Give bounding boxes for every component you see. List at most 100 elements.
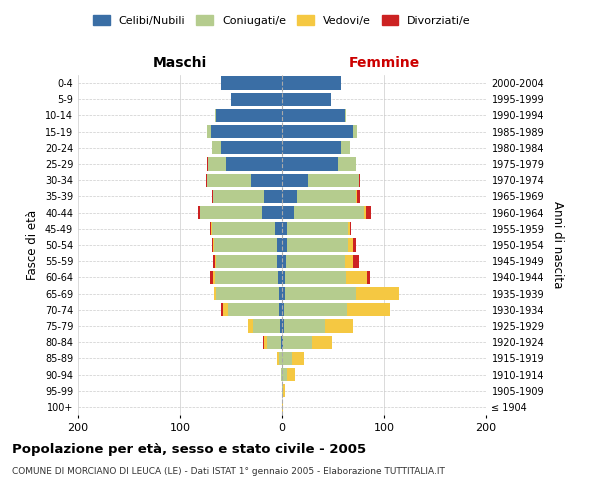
Bar	[212, 254, 282, 268]
Bar	[215, 270, 282, 284]
Bar	[216, 287, 282, 300]
Bar	[282, 125, 358, 138]
Bar	[282, 352, 304, 365]
Bar	[282, 158, 356, 170]
Bar	[277, 238, 282, 252]
Bar	[211, 125, 282, 138]
Bar	[282, 287, 400, 300]
Bar	[215, 109, 282, 122]
Bar	[275, 222, 282, 235]
Bar	[211, 222, 282, 235]
Bar	[282, 368, 295, 381]
Bar	[282, 287, 400, 300]
Bar	[282, 222, 352, 235]
Bar	[282, 320, 325, 332]
Bar	[282, 352, 304, 365]
Bar	[282, 206, 364, 220]
Bar	[282, 400, 283, 413]
Bar	[216, 109, 282, 122]
Bar	[282, 76, 341, 90]
Legend: Celibi/Nubili, Coniugati/e, Vedovi/e, Divorziati/e: Celibi/Nubili, Coniugati/e, Vedovi/e, Di…	[89, 10, 475, 30]
Bar	[212, 190, 282, 203]
Bar	[282, 336, 332, 349]
Bar	[214, 238, 282, 252]
Bar	[282, 109, 346, 122]
Bar	[200, 206, 282, 220]
Bar	[282, 400, 283, 413]
Bar	[282, 222, 350, 235]
Bar	[215, 109, 282, 122]
Bar	[216, 254, 282, 268]
Bar	[282, 254, 353, 268]
Bar	[208, 158, 282, 170]
Bar	[282, 190, 356, 203]
Bar	[282, 141, 341, 154]
Bar	[282, 174, 359, 187]
Bar	[263, 336, 282, 349]
Bar	[282, 125, 353, 138]
Bar	[282, 270, 285, 284]
Bar	[212, 238, 282, 252]
Bar	[282, 222, 348, 235]
Bar	[277, 352, 282, 365]
Bar	[282, 320, 284, 332]
Bar	[278, 270, 282, 284]
Bar	[282, 254, 345, 268]
Bar	[282, 190, 298, 203]
Bar	[231, 92, 282, 106]
Bar	[214, 287, 282, 300]
Bar	[282, 92, 331, 106]
Bar	[231, 92, 282, 106]
Bar	[282, 158, 356, 170]
Text: Maschi: Maschi	[153, 56, 207, 70]
Bar	[212, 222, 282, 235]
Bar	[282, 384, 285, 398]
Bar	[199, 206, 282, 220]
Bar	[282, 238, 356, 252]
Bar	[231, 92, 282, 106]
Bar	[282, 141, 350, 154]
Bar	[282, 384, 283, 398]
Bar	[206, 174, 282, 187]
Bar	[282, 320, 353, 332]
Bar	[215, 254, 282, 268]
Bar	[212, 238, 282, 252]
Bar	[281, 336, 282, 349]
Text: Popolazione per età, sesso e stato civile - 2005: Popolazione per età, sesso e stato civil…	[12, 442, 366, 456]
Bar	[221, 76, 282, 90]
Bar	[221, 76, 282, 90]
Bar	[212, 141, 282, 154]
Bar	[209, 270, 282, 284]
Bar	[253, 320, 282, 332]
Bar	[282, 368, 295, 381]
Bar	[215, 109, 282, 122]
Bar	[282, 254, 286, 268]
Bar	[277, 352, 282, 365]
Bar	[282, 109, 346, 122]
Bar	[214, 287, 282, 300]
Bar	[282, 287, 285, 300]
Bar	[282, 368, 287, 381]
Bar	[231, 92, 282, 106]
Bar	[281, 368, 282, 381]
Bar	[221, 76, 282, 90]
Bar	[282, 76, 341, 90]
Bar	[221, 141, 282, 154]
Bar	[281, 368, 282, 381]
Bar	[208, 158, 282, 170]
Bar	[200, 206, 282, 220]
Bar	[282, 270, 346, 284]
Bar	[263, 336, 282, 349]
Bar	[212, 190, 282, 203]
Bar	[282, 287, 356, 300]
Bar	[206, 125, 282, 138]
Bar	[282, 303, 390, 316]
Bar	[281, 368, 282, 381]
Bar	[282, 76, 341, 90]
Text: Femmine: Femmine	[349, 56, 419, 70]
Bar	[282, 190, 358, 203]
Bar	[206, 158, 282, 170]
Bar	[226, 158, 282, 170]
Bar	[282, 270, 367, 284]
Bar	[209, 222, 282, 235]
